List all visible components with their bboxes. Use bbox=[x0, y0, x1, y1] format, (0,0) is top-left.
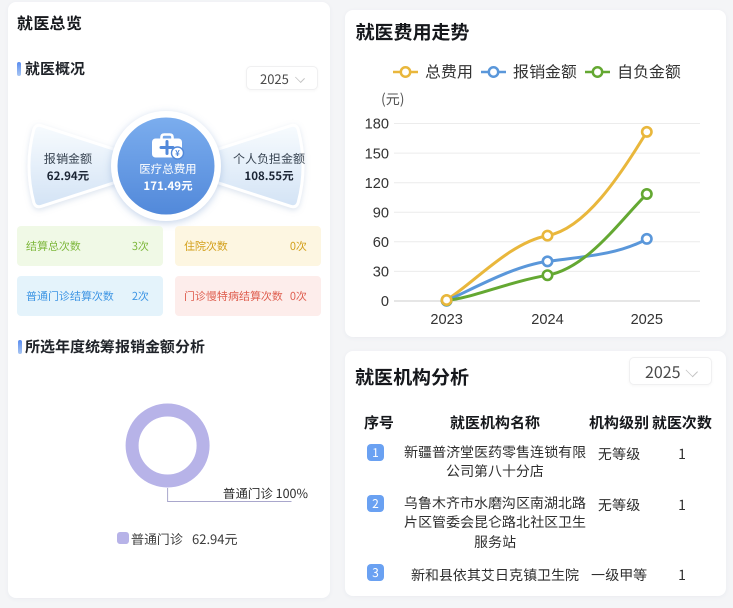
svg-text:总费用: 总费用 bbox=[425, 59, 473, 83]
svg-text:2025: 2025 bbox=[631, 312, 663, 328]
svg-text:0: 0 bbox=[381, 294, 389, 310]
svg-text:(元): (元) bbox=[381, 89, 404, 109]
svg-text:自负金额: 自负金额 bbox=[617, 59, 681, 83]
svg-text:报销金额: 报销金额 bbox=[513, 59, 577, 83]
svg-text:60: 60 bbox=[373, 235, 389, 251]
svg-text:¥: ¥ bbox=[175, 149, 180, 158]
svg-text:150: 150 bbox=[365, 146, 389, 162]
svg-text:30: 30 bbox=[373, 265, 389, 281]
svg-text:120: 120 bbox=[365, 176, 389, 192]
svg-text:90: 90 bbox=[373, 205, 389, 221]
svg-text:2023: 2023 bbox=[430, 312, 462, 328]
svg-text:180: 180 bbox=[365, 117, 389, 133]
svg-text:2024: 2024 bbox=[531, 312, 563, 328]
